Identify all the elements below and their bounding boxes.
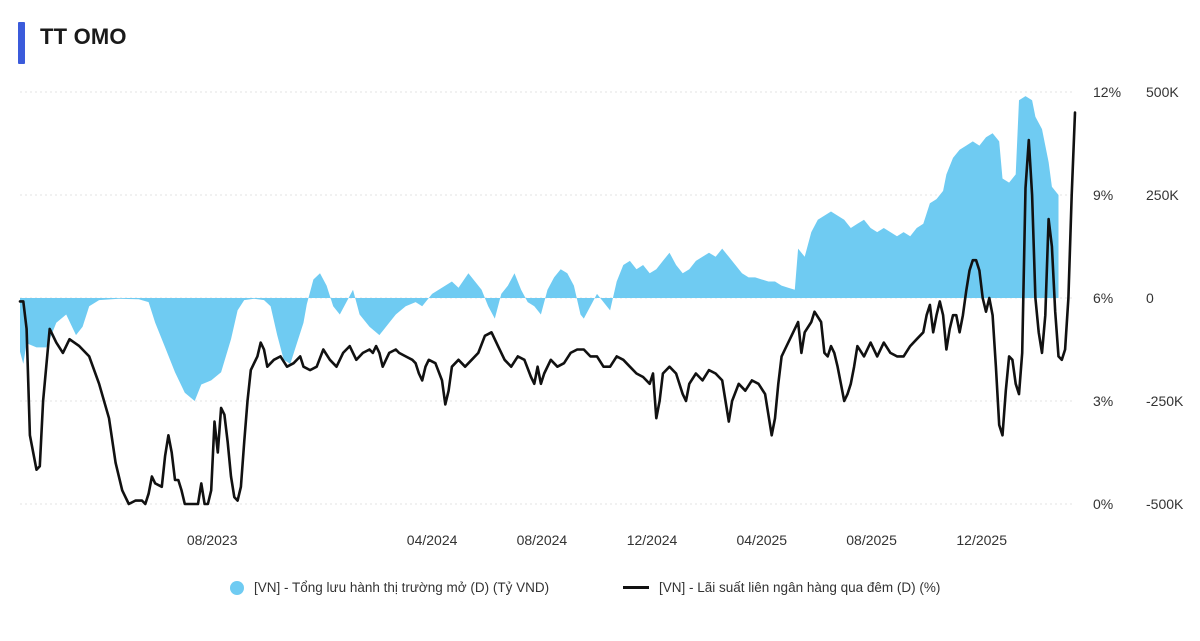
title-accent-bar <box>18 22 25 64</box>
legend-label-rate: [VN] - Lãi suất liên ngân hàng qua đêm (… <box>659 580 941 595</box>
legend-label-omo: [VN] - Tổng lưu hành thị trường mở (D) (… <box>254 580 550 595</box>
interbank-rate-series <box>18 111 1077 506</box>
x-tick-label: 12/2024 <box>627 532 678 548</box>
legend-area-swatch <box>230 580 244 595</box>
right-axis-ticks: 500K 250K 0 -250K -500K <box>1146 84 1184 512</box>
left-tick-label: 12% <box>1093 84 1121 100</box>
right-tick-label: 250K <box>1146 187 1179 203</box>
x-tick-label: 04/2025 <box>736 532 787 548</box>
left-axis-ticks: 12% 9% 6% 3% 0% <box>1093 84 1121 512</box>
left-tick-label: 9% <box>1093 187 1113 203</box>
x-tick-label: 04/2024 <box>407 532 458 548</box>
x-tick-label: 12/2025 <box>956 532 1007 548</box>
left-tick-label: 6% <box>1093 290 1113 306</box>
right-tick-label: 500K <box>1146 84 1179 100</box>
x-tick-label: 08/2023 <box>187 532 238 548</box>
left-tick-label: 0% <box>1093 496 1113 512</box>
x-tick-label: 08/2024 <box>517 532 568 548</box>
right-tick-label: 0 <box>1146 290 1154 306</box>
x-axis-ticks: 08/2023 04/2024 08/2024 12/2024 04/2025 08/20… <box>187 532 1007 548</box>
legend-line-swatch <box>623 586 649 589</box>
right-tick-label: -500K <box>1146 496 1184 512</box>
legend-item-omo[interactable]: [VN] - Tổng lưu hành thị trường mở (D) (… <box>230 580 549 595</box>
omo-area-path <box>20 96 1059 401</box>
x-tick-label: 08/2025 <box>846 532 897 548</box>
interbank-rate-line <box>18 111 1077 506</box>
right-tick-label: -250K <box>1146 393 1184 409</box>
page-title: TT OMO <box>40 24 127 49</box>
left-tick-label: 3% <box>1093 393 1113 409</box>
omo-area-series <box>20 96 1059 401</box>
legend-item-rate[interactable]: [VN] - Lãi suất liên ngân hàng qua đêm (… <box>623 580 940 595</box>
